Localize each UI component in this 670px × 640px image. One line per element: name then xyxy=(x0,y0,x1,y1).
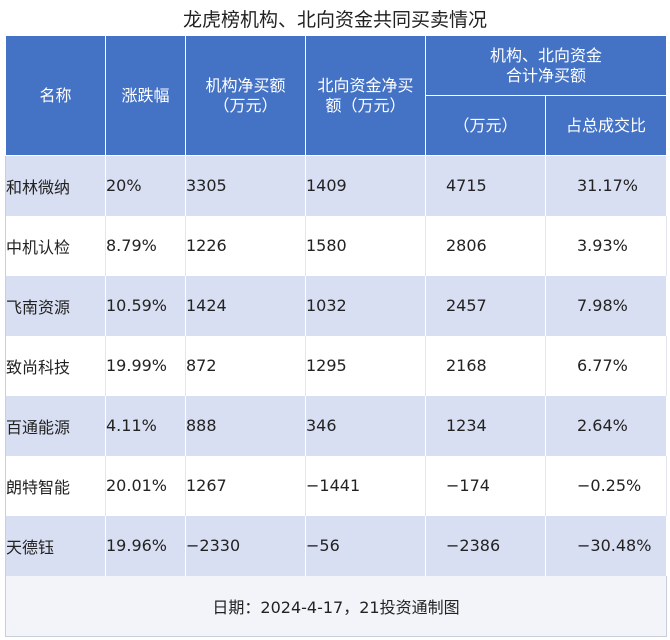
cell-share: 7.98% xyxy=(545,275,668,336)
cell-total: −2386 xyxy=(425,515,546,576)
cell-north: −56 xyxy=(305,515,426,576)
cell-change: 4.11% xyxy=(105,395,186,456)
table-row: 飞南资源 10.59% 1424 1032 2457 7.98% xyxy=(5,275,668,336)
table-title: 龙虎榜机构、北向资金共同买卖情况 xyxy=(182,9,487,31)
table-row: 朗特智能 20.01% 1267 −1441 −174 −0.25% xyxy=(5,455,668,516)
cell-total: 2457 xyxy=(425,275,546,336)
cell-share: 2.64% xyxy=(545,395,668,456)
cell-inst: 888 xyxy=(185,395,306,456)
cell-name: 中机认检 xyxy=(5,215,106,276)
footer-note: 日期：2024-4-17，21投资通制图 xyxy=(5,575,667,637)
cell-change: 20.01% xyxy=(105,455,186,516)
data-table: 名称 涨跌幅 机构净买额 （万元） 北向资金净买 额（万元） 机构、北向资金 合… xyxy=(5,35,668,637)
cell-north: 346 xyxy=(305,395,426,456)
header-north-line2: 额（万元） xyxy=(325,95,406,115)
cell-share: −0.25% xyxy=(545,455,668,516)
cell-inst: 1226 xyxy=(185,215,306,276)
footer-row: 日期：2024-4-17，21投资通制图 xyxy=(5,575,667,637)
cell-name: 和林微纳 xyxy=(5,155,106,216)
cell-name: 致尚科技 xyxy=(5,335,106,396)
cell-change: 20% xyxy=(105,155,186,216)
header-row-1: 名称 涨跌幅 机构净买额 （万元） 北向资金净买 额（万元） 机构、北向资金 合… xyxy=(5,35,668,156)
cell-total: 1234 xyxy=(425,395,546,456)
header-share: 占总成交比 xyxy=(544,95,668,156)
cell-inst: 872 xyxy=(185,335,306,396)
cell-north: 1295 xyxy=(305,335,426,396)
cell-change: 19.99% xyxy=(105,335,186,396)
cell-inst: 3305 xyxy=(185,155,306,216)
cell-total: 4715 xyxy=(425,155,546,216)
cell-north: 1032 xyxy=(305,275,426,336)
cell-total: 2806 xyxy=(425,215,546,276)
table-row: 致尚科技 19.99% 872 1295 2168 6.77% xyxy=(5,335,668,396)
header-name: 名称 xyxy=(5,35,106,156)
cell-name: 飞南资源 xyxy=(5,275,106,336)
header-combined-unit: （万元） xyxy=(425,95,546,156)
header-north-line1: 北向资金净买 xyxy=(317,75,414,95)
cell-inst: −2330 xyxy=(185,515,306,576)
header-combined-line2: 合计净买额 xyxy=(506,65,587,85)
cell-north: 1409 xyxy=(305,155,426,216)
header-north: 北向资金净买 额（万元） xyxy=(305,35,426,156)
cell-share: −30.48% xyxy=(545,515,668,576)
header-combined-line1: 机构、北向资金 xyxy=(490,45,603,65)
cell-total: −174 xyxy=(425,455,546,516)
cell-name: 朗特智能 xyxy=(5,455,106,516)
cell-total: 2168 xyxy=(425,335,546,396)
table-row: 天德钰 19.96% −2330 −56 −2386 −30.48% xyxy=(5,515,668,576)
cell-north: 1580 xyxy=(305,215,426,276)
header-inst-line2: （万元） xyxy=(213,95,278,115)
header-change: 涨跌幅 xyxy=(105,35,186,156)
header-inst-line1: 机构净买额 xyxy=(205,75,286,95)
table-row: 百通能源 4.11% 888 346 1234 2.64% xyxy=(5,395,668,456)
cell-share: 6.77% xyxy=(545,335,668,396)
cell-change: 10.59% xyxy=(105,275,186,336)
cell-north: −1441 xyxy=(305,455,426,516)
cell-share: 31.17% xyxy=(545,155,668,216)
header-combined: 机构、北向资金 合计净买额 xyxy=(424,35,668,96)
header-row-2: （万元） 占总成交比 xyxy=(6,95,668,156)
header-inst: 机构净买额 （万元） xyxy=(185,35,306,156)
cell-change: 8.79% xyxy=(105,215,186,276)
cell-inst: 1424 xyxy=(185,275,306,336)
table-row: 中机认检 8.79% 1226 1580 2806 3.93% xyxy=(5,215,668,276)
cell-inst: 1267 xyxy=(185,455,306,516)
cell-change: 19.96% xyxy=(105,515,186,576)
cell-share: 3.93% xyxy=(545,215,668,276)
cell-name: 天德钰 xyxy=(5,515,106,576)
table-row: 和林微纳 20% 3305 1409 4715 31.17% xyxy=(5,155,668,216)
cell-name: 百通能源 xyxy=(5,395,106,456)
